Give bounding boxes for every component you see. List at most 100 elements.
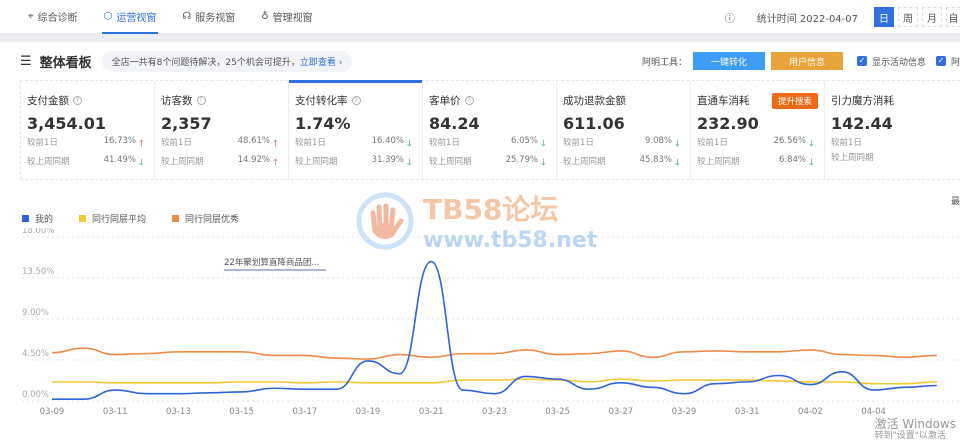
series-line-0 <box>52 260 937 400</box>
metric-name: 直通车消耗 <box>697 95 750 107</box>
day-change: 48.61% <box>237 136 270 146</box>
view-now-link[interactable]: 立即查看 › <box>299 57 343 68</box>
stat-time: 统计时间 2022-04-07 <box>756 13 858 25</box>
metric-value: 2,357 <box>161 114 212 133</box>
x-tick-label: 03-15 <box>229 407 254 417</box>
x-tick-label: 03-27 <box>608 407 633 417</box>
x-tick-label: 04-04 <box>861 407 886 417</box>
info-icon[interactable]: ⓘ <box>724 13 735 25</box>
period-month[interactable]: 月 <box>922 7 942 27</box>
bulb-icon: ♁ <box>261 11 269 22</box>
x-tick-label: 03-19 <box>356 407 381 417</box>
metric-name: 客单价 <box>429 95 461 107</box>
metric-cards: 支付金额? 3,454.01 较前1日 16.73% 🡑 较上周同期 41.49% 🡓 访… <box>20 80 960 180</box>
series-line-1 <box>52 378 937 385</box>
tab-operations[interactable]: ⬡ 运营视窗 <box>101 0 159 34</box>
legend-peer-average[interactable]: 同行同层平均 <box>79 212 146 225</box>
boost-search-badge[interactable]: 提升搜索 <box>771 93 818 109</box>
period-day[interactable]: 日 <box>874 7 894 27</box>
x-tick-label: 03-25 <box>545 407 570 417</box>
headset-icon: ☊ <box>182 11 192 22</box>
metric-name: 支付转化率 <box>295 95 348 107</box>
windows-activation: 激活 Windows 转到"设置"以激活 <box>874 417 956 442</box>
metric-card[interactable]: 支付转化率? 1.74% 较前1日 16.40% 🡓 较上周同期 31.39% 🡓 <box>288 80 422 179</box>
x-tick-label: 03-17 <box>292 407 317 417</box>
x-tick-label: 03-13 <box>166 407 191 417</box>
help-icon[interactable]: ? <box>464 96 474 105</box>
period-week[interactable]: 周 <box>898 7 918 27</box>
activity-annotation[interactable]: 22年聚划算直降商品团... <box>224 257 319 268</box>
tab-overview[interactable]: ⌖ 综合诊断 <box>28 11 78 24</box>
help-icon[interactable]: ? <box>196 96 206 105</box>
day-change: 16.73% <box>103 136 136 146</box>
check-icon: ✓ <box>935 56 946 66</box>
period-custom[interactable]: 自 <box>946 7 960 27</box>
day-change: 6.05% <box>510 136 538 146</box>
x-tick-label: 03-09 <box>40 407 65 417</box>
y-tick-label: 4.50% <box>22 349 49 359</box>
down-arrow-icon: 🡓 <box>407 139 412 149</box>
metric-value: 84.24 <box>429 114 480 133</box>
user-info-button[interactable]: 用户信息 <box>770 52 843 70</box>
y-tick-label: 13.50% <box>22 267 54 277</box>
metric-card[interactable]: 直通车消耗 提升搜索 232.90 较前1日 26.56% 🡓 较上周同期 6.84%… <box>690 81 824 179</box>
down-arrow-icon: 🡓 <box>541 139 546 149</box>
help-icon[interactable]: ? <box>73 96 82 105</box>
week-change: 41.49% <box>103 155 136 165</box>
metric-name: 引力魔方消耗 <box>831 95 894 107</box>
show-activity-checkbox[interactable]: ✓ 显示活动信息 <box>856 56 926 68</box>
trend-chart: 0.00% 4.50% 9.00% 13.50% 18.00% 03-09 03-11 03-… <box>22 228 960 417</box>
down-arrow-icon: 🡓 <box>675 158 680 168</box>
notice-banner: 全店一共有8个问题待解决，25个机会可提升，立即查看 › <box>101 50 353 72</box>
week-change: 45.83% <box>639 155 672 165</box>
metric-card[interactable]: 引力魔方消耗 142.44 较前1日 较上周同期 <box>824 81 958 179</box>
metric-name: 支付金额 <box>27 95 69 107</box>
top-nav: ⌖ 综合诊断 ⬡ 运营视窗 ☊ 服务视窗 ♁ 管理视窗 ⓘ 统计时间 2022-04-0… <box>0 0 960 34</box>
up-arrow-icon: 🡑 <box>139 139 144 149</box>
x-tick-label: 03-11 <box>103 407 128 417</box>
page-title: 整体看板 <box>39 55 92 71</box>
tab-management[interactable]: ♁ 管理视窗 <box>261 11 313 24</box>
tools-label: 阿明工具： <box>641 57 687 68</box>
down-arrow-icon: 🡓 <box>675 139 680 149</box>
metric-name: 访客数 <box>161 95 193 107</box>
-arrow-icon <box>943 136 953 148</box>
down-arrow-icon: 🡓 <box>407 158 412 168</box>
second-checkbox[interactable]: ✓ 阿 <box>935 56 960 68</box>
metric-value: 611.06 <box>563 114 625 133</box>
help-icon[interactable]: ? <box>351 96 361 105</box>
week-change: 6.84% <box>778 155 806 165</box>
metric-value: 1.74% <box>295 114 351 133</box>
x-tick-label: 03-31 <box>735 407 760 417</box>
metric-value: 142.44 <box>831 114 893 133</box>
tab-service[interactable]: ☊ 服务视窗 <box>182 11 236 24</box>
layers-icon: ☰ <box>20 53 32 69</box>
x-tick-label: 03-29 <box>672 407 697 417</box>
down-arrow-icon: 🡓 <box>139 158 144 168</box>
down-arrow-icon: 🡓 <box>541 158 546 168</box>
week-change: 14.92% <box>237 155 270 165</box>
chart-legend: 我的 同行同层平均 同行同层优秀 <box>22 212 265 225</box>
check-icon: ✓ <box>856 56 867 66</box>
-arrow-icon <box>943 151 953 163</box>
legend-peer-excellent[interactable]: 同行同层优秀 <box>172 212 239 225</box>
up-arrow-icon: 🡑 <box>273 158 278 168</box>
day-change: 9.08% <box>644 136 672 146</box>
divider <box>0 34 960 42</box>
one-click-convert-button[interactable]: 一键转化 <box>692 52 765 70</box>
metric-value: 3,454.01 <box>27 114 106 133</box>
y-tick-label: 18.00% <box>22 228 54 236</box>
metric-card[interactable]: 访客数? 2,357 较前1日 48.61% 🡑 较上周同期 14.92% 🡑 <box>154 81 288 179</box>
week-change: 31.39% <box>371 155 404 165</box>
x-tick-label: 03-21 <box>419 407 444 417</box>
metric-card[interactable]: 成功退款金额 611.06 较前1日 9.08% 🡓 较上周同期 45.83% 🡓 <box>556 81 690 179</box>
metric-name: 成功退款金额 <box>563 95 626 107</box>
day-change: 16.40% <box>371 136 404 146</box>
shield-icon: ⬡ <box>103 11 113 22</box>
up-arrow-icon: 🡑 <box>273 139 278 149</box>
metric-card[interactable]: 支付金额? 3,454.01 较前1日 16.73% 🡑 较上周同期 41.49% 🡓 <box>20 81 154 179</box>
metric-value: 232.90 <box>697 114 759 133</box>
metric-card[interactable]: 客单价? 84.24 较前1日 6.05% 🡓 较上周同期 25.79% 🡓 <box>422 81 556 179</box>
y-tick-label: 0.00% <box>22 390 49 400</box>
legend-mine[interactable]: 我的 <box>22 212 53 225</box>
